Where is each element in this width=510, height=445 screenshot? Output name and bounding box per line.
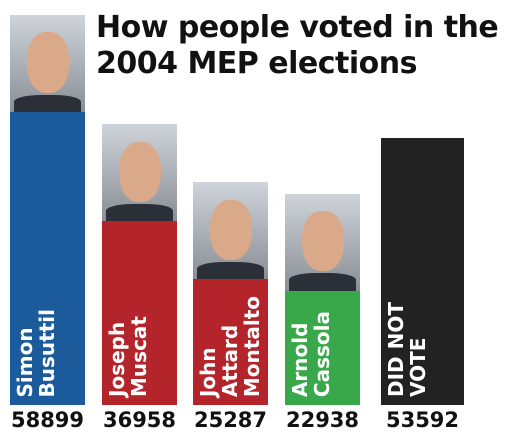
candidate-photo <box>285 193 360 291</box>
bar <box>285 290 360 405</box>
bar-label: John Attard Montalto <box>196 295 264 397</box>
bar <box>102 221 177 405</box>
bar-label: Arnold Cassola <box>288 310 334 397</box>
value-label: 25287 <box>193 408 268 432</box>
bar <box>193 279 268 405</box>
bar <box>10 112 85 405</box>
bar-label: Simon Busuttil <box>13 308 59 397</box>
candidate-photo <box>102 124 177 222</box>
value-label: 53592 <box>385 408 460 432</box>
bar <box>381 138 464 405</box>
candidate-photo <box>10 15 85 112</box>
value-label: 22938 <box>285 408 360 432</box>
value-label: 36958 <box>102 408 177 432</box>
bar-label: Joseph Muscat <box>105 316 151 397</box>
chart-title: How people voted in the 2004 MEP electio… <box>96 10 499 81</box>
value-label: 58899 <box>10 408 85 432</box>
bar-label: DID NOT VOTE <box>384 302 430 397</box>
candidate-photo <box>193 182 268 280</box>
